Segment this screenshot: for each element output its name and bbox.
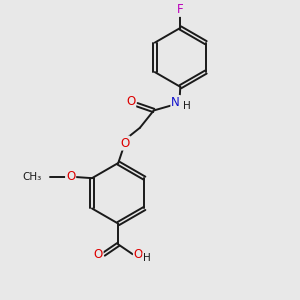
Text: H: H	[143, 253, 151, 263]
Text: N: N	[171, 96, 180, 109]
Text: O: O	[126, 95, 135, 108]
Text: CH₃: CH₃	[22, 172, 41, 182]
Text: O: O	[134, 248, 143, 261]
Text: O: O	[93, 248, 103, 261]
Text: O: O	[120, 136, 130, 150]
Text: O: O	[66, 170, 75, 183]
Text: H: H	[183, 101, 191, 111]
Text: F: F	[177, 3, 184, 16]
